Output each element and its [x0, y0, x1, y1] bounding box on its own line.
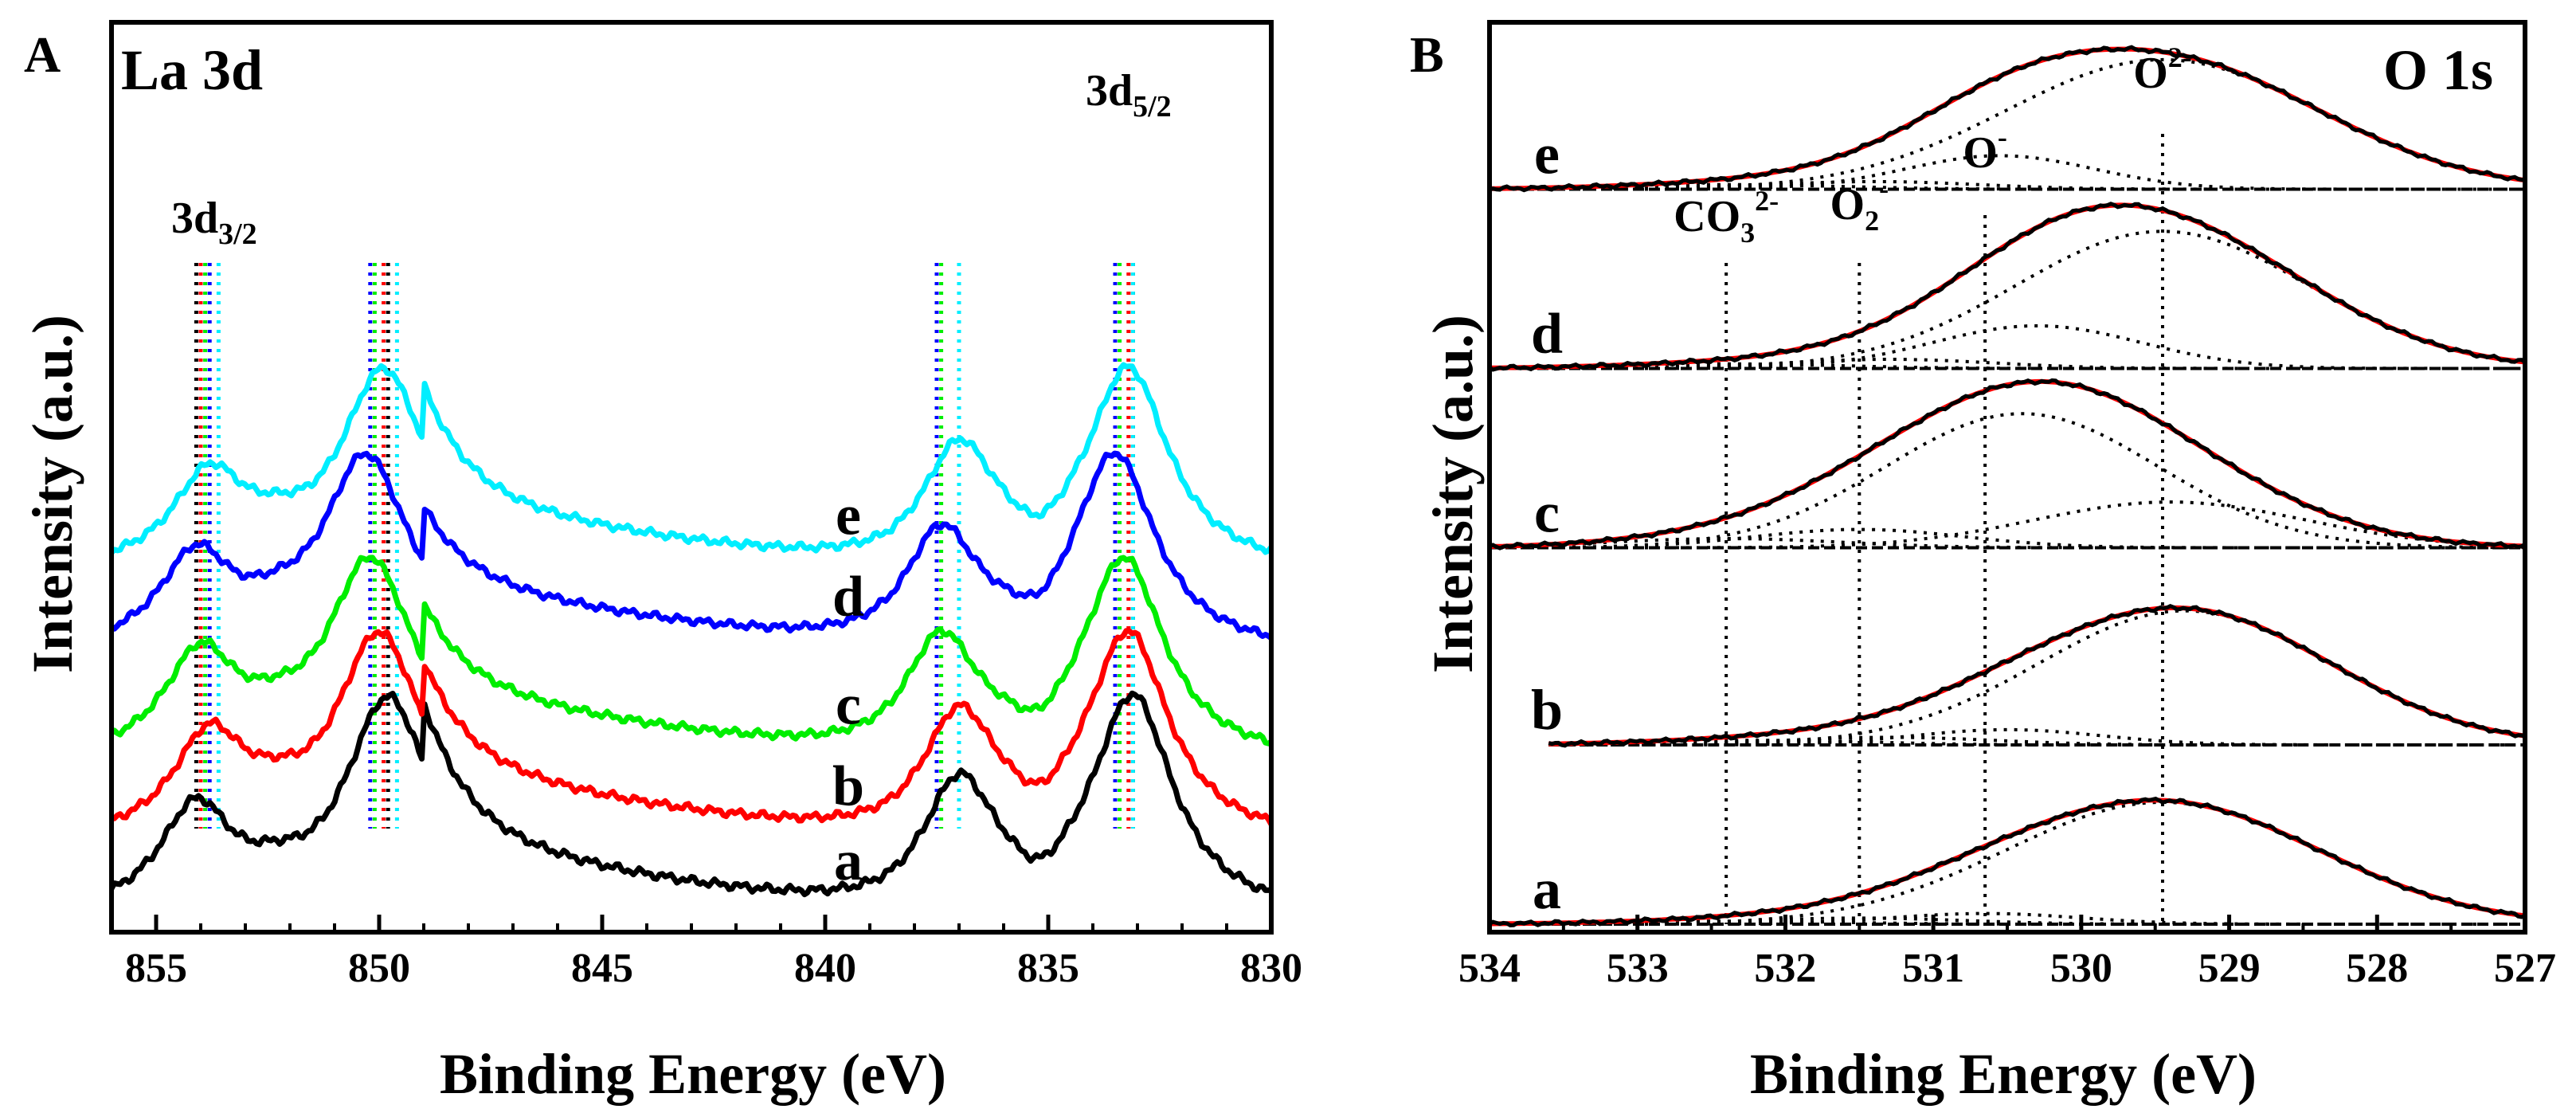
component-label-sup: 2- — [2168, 41, 2192, 73]
panel-b-component-e-3 — [1489, 182, 2525, 191]
panel-a-y-axis-label: Intensity (a.u.) — [21, 315, 84, 673]
panel-b-component-e-0 — [1490, 57, 2526, 191]
panel-a-series-label: e — [836, 484, 861, 547]
panel-a-x-tick-label: 855 — [125, 946, 187, 991]
component-label-sub: 3 — [1740, 217, 1755, 249]
panel-b-fit-b — [1548, 605, 2526, 747]
panel-b: B O 1s Intensity (a.u.) Binding Energy (… — [1410, 20, 2556, 1106]
panel-b-label: B — [1410, 26, 1444, 83]
panel-a-x-tick-label: 835 — [1017, 946, 1079, 991]
panel-b-component-c-0 — [1490, 500, 2526, 550]
panel-b-spectrum-e — [1489, 45, 2526, 193]
panel-a-x-axis-label: Binding Energy (eV) — [440, 1042, 946, 1106]
panel-b-component-markers — [1725, 134, 2164, 924]
peak-label-base: 3d — [1086, 66, 1133, 116]
component-label-sup: - — [1879, 173, 1889, 205]
panel-a-x-tick-label: 845 — [571, 946, 633, 991]
panel-a: A La 3d Intensity (a.u.) Binding Energy … — [21, 20, 1302, 1106]
panel-b-x-tick-label: 528 — [2346, 946, 2408, 991]
panel-b-component-a-1 — [1490, 911, 2525, 926]
panel-a-peak-label: 3d5/2 — [1086, 66, 1172, 123]
panel-a-series-c — [109, 555, 1273, 747]
panel-b-component-d-1 — [1490, 324, 2525, 370]
component-label-base: O — [1830, 180, 1865, 229]
panel-b-series-label: e — [1534, 123, 1560, 186]
panel-b-component-a-2 — [1490, 916, 2525, 926]
panel-b-component-c-2 — [1489, 527, 2525, 550]
panel-a-x-ticks: 855 850 845 840 835 830 — [125, 915, 1302, 991]
panel-b-component-label: O- — [1963, 121, 2007, 178]
panel-b-x-tick-label: 530 — [2050, 946, 2112, 991]
component-label-base: CO — [1674, 192, 1740, 241]
panel-b-component-d-2 — [1490, 358, 2525, 370]
panel-b-component-labels: CO32- O2-O-O2- — [1674, 41, 2192, 249]
panel-b-title: O 1s — [2383, 38, 2493, 102]
panel-a-series-d — [109, 450, 1274, 641]
panel-b-component-b-3 — [1548, 739, 2525, 747]
panel-b-component-b-0 — [1548, 609, 2526, 747]
panel-b-series-label: b — [1531, 678, 1563, 742]
panel-a-label: A — [24, 26, 61, 83]
panel-a-series-label: d — [832, 565, 864, 629]
panel-b-spectrum-a — [1488, 796, 2526, 928]
panel-b-spectrum-c — [1489, 378, 2527, 551]
panel-b-x-tick-label: 529 — [2198, 946, 2261, 991]
panel-b-component-d-3 — [1489, 362, 2525, 370]
component-label-base: O — [2133, 49, 2168, 98]
panel-a-series-label: b — [832, 754, 864, 818]
component-label-sup: - — [1998, 121, 2007, 153]
panel-b-series-label: a — [1533, 857, 1561, 921]
panel-b-component-b-2 — [1548, 735, 2525, 747]
panel-b-component-b-1 — [1548, 727, 2525, 747]
panel-b-fit-a — [1490, 798, 2526, 927]
panel-a-frame — [109, 20, 1274, 935]
panel-b-spectrum-d — [1488, 202, 2527, 372]
panel-b-x-tick-label: 534 — [1458, 946, 1521, 991]
panel-a-title: La 3d — [121, 38, 263, 102]
peak-label-sub: 3/2 — [218, 218, 257, 251]
panel-a-series-e — [109, 362, 1274, 555]
panel-a-x-tick-label: 830 — [1240, 946, 1302, 991]
panel-b-component-label: O2- — [1830, 173, 1889, 237]
panel-a-peak-label: 3d3/2 — [171, 194, 257, 251]
panel-b-component-e-2 — [1490, 179, 2525, 191]
peak-label-base: 3d — [171, 194, 218, 243]
panel-b-x-tick-label: 527 — [2494, 946, 2556, 991]
panel-b-series-label: d — [1531, 302, 1563, 366]
panel-b-x-tick-label: 531 — [1902, 946, 1964, 991]
panel-b-component-c-3 — [1489, 537, 2525, 550]
panel-b-fit-d — [1490, 202, 2526, 370]
panel-b-fit-c — [1489, 378, 2526, 549]
panel-b-series — [1488, 45, 2527, 928]
panel-b-component-label: O2- — [2133, 41, 2192, 98]
panel-b-y-axis-label: Intensity (a.u.) — [1421, 315, 1485, 673]
panel-b-component-d-0 — [1490, 229, 2526, 370]
panel-a-series-b — [110, 628, 1274, 826]
panel-b-fit-e — [1489, 46, 2526, 191]
panel-a-x-tick-label: 840 — [794, 946, 856, 991]
component-label-base: O — [1963, 128, 1998, 178]
panel-b-component-a-0 — [1490, 800, 2526, 926]
component-label-sub: 2 — [1865, 205, 1879, 237]
panel-a-series — [108, 362, 1274, 898]
panel-b-x-ticks: 534 533 532 531 530 529 528 527 — [1458, 915, 2556, 991]
panel-b-series-labels: a b c d e — [1531, 123, 1563, 922]
panel-b-x-tick-label: 533 — [1607, 946, 1669, 991]
panel-b-component-e-1 — [1490, 154, 2525, 191]
peak-label-sub: 5/2 — [1133, 90, 1172, 123]
component-label-sup: 2- — [1755, 185, 1779, 217]
panel-b-x-axis-label: Binding Energy (eV) — [1750, 1042, 2257, 1106]
panel-b-x-tick-label: 532 — [1754, 946, 1816, 991]
panel-b-spectrum-b — [1548, 603, 2526, 748]
panel-a-series-a — [108, 690, 1272, 898]
panel-b-component-label: CO32- — [1674, 185, 1779, 249]
panel-a-series-label: a — [834, 829, 863, 892]
panel-a-series-label: c — [836, 673, 861, 737]
panel-b-frame — [1487, 20, 2527, 935]
panel-b-series-label: c — [1534, 481, 1560, 545]
panel-a-x-tick-label: 850 — [348, 946, 410, 991]
